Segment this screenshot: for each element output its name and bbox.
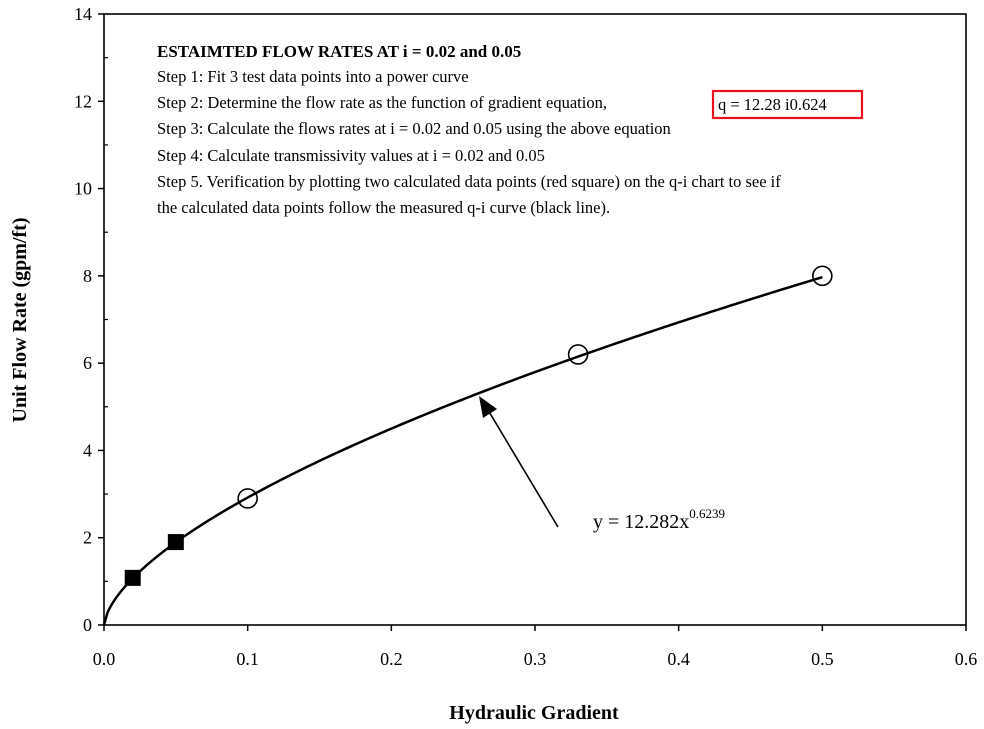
y-tick-label: 12 <box>74 91 92 111</box>
fit-arrow <box>479 396 559 528</box>
x-tick-label: 0.1 <box>236 649 259 669</box>
note-line-6: the calculated data points follow the me… <box>157 198 610 217</box>
x-tick-label: 0.4 <box>667 649 690 669</box>
x-tick-label: 0.0 <box>93 649 116 669</box>
measured-point <box>567 344 589 365</box>
calculated-point <box>124 569 141 586</box>
x-tick-label: 0.5 <box>811 649 834 669</box>
measured-point <box>237 488 258 509</box>
y-axis-title: Unit Flow Rate (gpm/ft) <box>9 218 31 423</box>
method-notes: ESTAIMTED FLOW RATES AT i = 0.02 and 0.0… <box>157 42 864 217</box>
y-axis: 0 2 4 6 8 10 12 14 <box>74 4 108 635</box>
x-tick-label: 0.6 <box>955 649 978 669</box>
measured-point <box>812 265 833 287</box>
data-markers <box>124 265 833 586</box>
x-tick-label: 0.3 <box>524 649 547 669</box>
y-tick-label: 14 <box>74 4 92 24</box>
y-tick-label: 6 <box>83 353 92 373</box>
x-axis-title: Hydraulic Gradient <box>449 702 619 724</box>
y-tick-label: 8 <box>83 266 92 286</box>
note-line-5: Step 5. Verification by plotting two cal… <box>157 172 781 191</box>
y-tick-label: 2 <box>83 528 92 548</box>
power-fit-curve <box>102 275 823 626</box>
notes-title: ESTAIMTED FLOW RATES AT i = 0.02 and 0.0… <box>157 42 521 61</box>
y-tick-label: 0 <box>83 615 92 635</box>
y-tick-label: 10 <box>74 179 92 199</box>
note-line-2: Step 2: Determine the flow rate as the f… <box>157 93 607 112</box>
calculated-point <box>167 534 184 551</box>
fit-equation-exponent: 0.6239 <box>689 506 725 521</box>
y-tick-label: 4 <box>83 440 92 460</box>
note-line-4: Step 4: Calculate transmissivity values … <box>157 146 545 165</box>
note-line-1: Step 1: Fit 3 test data points into a po… <box>157 67 469 86</box>
equation-highlight-box <box>711 89 864 120</box>
x-tick-label: 0.2 <box>380 649 403 669</box>
fit-equation-base: y = 12.282x <box>593 511 689 533</box>
note-line-3: Step 3: Calculate the flows rates at i =… <box>157 119 671 138</box>
fit-equation-label: y = 12.282x0.6239 <box>593 506 725 533</box>
equation-highlight-text: q = 12.28 i0.624 <box>718 95 827 114</box>
x-axis: 0.0 0.1 0.2 0.3 0.4 0.5 0.6 <box>93 625 978 669</box>
